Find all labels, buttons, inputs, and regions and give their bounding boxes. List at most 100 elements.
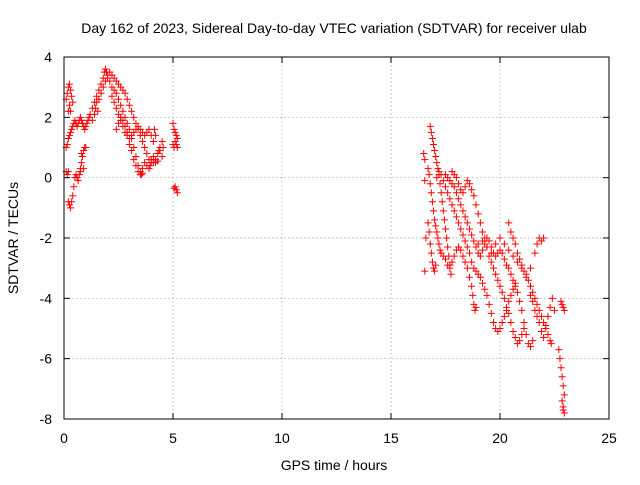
data-point	[440, 216, 448, 224]
data-point	[518, 306, 526, 314]
data-point	[500, 294, 508, 302]
data-point	[472, 201, 480, 209]
data-point	[433, 228, 441, 236]
data-point	[513, 249, 521, 257]
data-point	[427, 189, 435, 197]
y-tick-label: -6	[40, 351, 53, 367]
data-point	[557, 364, 565, 372]
data-point	[444, 243, 452, 251]
data-point	[170, 184, 178, 192]
data-point	[428, 198, 436, 206]
data-point	[73, 122, 81, 130]
data-point	[428, 258, 436, 266]
data-point	[74, 177, 82, 185]
data-point	[450, 252, 458, 260]
data-point	[79, 153, 87, 161]
data-point	[518, 261, 526, 269]
data-point	[511, 334, 519, 342]
data-point	[159, 144, 167, 151]
data-point	[91, 110, 99, 118]
axis-ticks: 0 5 10 15 20 25 -8 -6 -4 -2 0 2 4	[40, 49, 617, 446]
data-point	[110, 98, 118, 106]
data-point	[425, 228, 433, 236]
data-point	[485, 237, 493, 245]
data-point	[141, 144, 149, 151]
data-point	[130, 113, 138, 121]
data-point	[68, 125, 76, 133]
data-point	[426, 180, 434, 188]
data-point	[420, 150, 428, 158]
data-point	[511, 282, 519, 290]
data-point	[431, 267, 439, 275]
data-point	[527, 291, 535, 299]
data-point	[492, 240, 500, 248]
data-point	[557, 297, 565, 305]
data-point	[540, 334, 548, 342]
data-point	[65, 131, 73, 139]
data-point	[119, 107, 127, 115]
data-point	[483, 291, 491, 299]
data-point	[436, 180, 444, 188]
x-axis-label: GPS time / hours	[281, 457, 388, 473]
data-point	[476, 273, 484, 281]
data-point	[558, 397, 566, 405]
data-point	[489, 264, 497, 272]
data-point	[461, 213, 469, 221]
data-point	[527, 264, 535, 272]
data-point	[130, 156, 138, 164]
data-point	[173, 189, 181, 197]
data-point	[487, 258, 495, 266]
data-point	[171, 183, 179, 191]
data-point	[535, 318, 543, 326]
data-point	[533, 240, 541, 248]
data-point	[68, 198, 76, 206]
data-point	[516, 337, 524, 345]
data-point	[516, 297, 524, 305]
data-point	[83, 119, 91, 127]
data-point	[560, 306, 568, 314]
data-point	[500, 312, 508, 320]
x-tick-label: 20	[492, 430, 508, 446]
data-point	[115, 95, 122, 103]
data-point	[447, 270, 455, 278]
data-point	[128, 107, 136, 115]
data-point	[455, 219, 463, 227]
data-point	[117, 101, 125, 109]
data-point	[64, 107, 72, 115]
data-point	[63, 89, 71, 97]
data-point	[121, 122, 129, 130]
data-point	[468, 231, 476, 239]
data-point	[428, 134, 436, 142]
data-point	[463, 243, 471, 251]
data-point	[496, 282, 504, 290]
data-point	[158, 153, 166, 161]
data-point	[500, 255, 508, 263]
data-point	[507, 318, 515, 326]
data-point	[128, 147, 136, 155]
data-point	[88, 116, 96, 124]
y-tick-label: -2	[40, 230, 53, 246]
data-point	[132, 162, 140, 170]
data-point	[479, 237, 487, 245]
data-point	[513, 288, 521, 296]
data-point	[443, 234, 451, 242]
data-point	[63, 140, 71, 148]
data-point	[149, 153, 157, 161]
data-point	[503, 303, 511, 311]
data-point	[437, 189, 445, 197]
data-point	[487, 309, 495, 317]
data-point	[427, 128, 435, 136]
data-point	[434, 234, 442, 242]
data-point	[77, 159, 85, 167]
data-point	[463, 219, 471, 227]
data-point	[537, 328, 545, 336]
data-point	[68, 92, 76, 100]
data-point	[426, 122, 434, 130]
data-point	[505, 297, 513, 305]
data-point	[425, 171, 433, 179]
data-point	[459, 207, 467, 215]
data-point	[555, 346, 563, 354]
data-point	[421, 177, 429, 185]
data-point	[556, 355, 564, 363]
data-point	[77, 116, 85, 124]
